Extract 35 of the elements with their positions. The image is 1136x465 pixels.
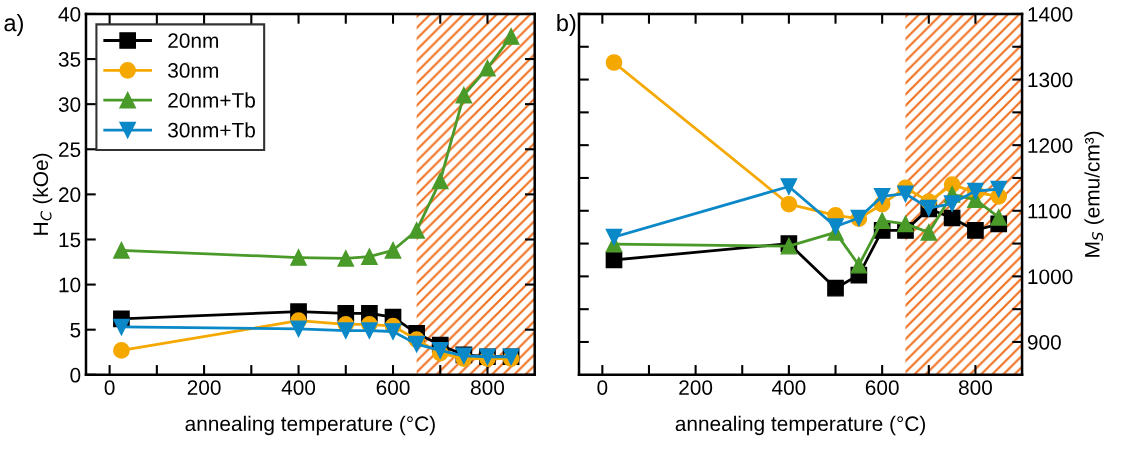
text: a) xyxy=(4,13,23,36)
y2-tick-label: 1100 xyxy=(1028,203,1071,219)
legend-label: 30nm xyxy=(168,63,218,78)
x-tick-label: 600 xyxy=(865,380,899,395)
y2-tick-label: 900 xyxy=(1027,334,1061,350)
y-tick-label: 15 xyxy=(59,232,81,248)
x-tick-label: 400 xyxy=(771,380,806,395)
x-tick-label: 600 xyxy=(376,380,410,395)
y2-tick-label: 1200 xyxy=(1028,138,1073,153)
y-tick-label: 5 xyxy=(70,322,81,338)
y2-tick-label: 1300 xyxy=(1028,72,1073,88)
y-tick-label: 40 xyxy=(58,6,81,22)
y2-tick-label: 1400 xyxy=(1028,6,1073,22)
y2-axis-title: M$_{S}$ (emu/cm³) xyxy=(1084,131,1104,257)
x-axis-title: annealing temperature (°C) xyxy=(185,415,435,436)
x-tick-label: 200 xyxy=(679,380,713,395)
x-tick-label: 0 xyxy=(597,380,608,395)
x-tick-label: 400 xyxy=(281,380,316,395)
x-tick-label: 800 xyxy=(471,380,505,395)
text: b) xyxy=(557,13,576,36)
y-tick-label: 35 xyxy=(58,52,81,67)
y-axis-title: H$_{C}$ (kOe) xyxy=(32,153,53,235)
legend-label: 20nm xyxy=(168,33,218,48)
y-tick-label: 10 xyxy=(59,277,81,293)
x-tick-label: 0 xyxy=(104,380,115,395)
y-tick-label: 25 xyxy=(59,142,81,158)
x-axis-title: annealing temperature (°C) xyxy=(675,415,926,436)
x-tick-label: 800 xyxy=(958,380,992,395)
y-tick-label: 20 xyxy=(59,187,81,203)
legend-label: 20nm+Tb xyxy=(168,92,255,108)
legend-label: 30nm+Tb xyxy=(168,122,255,138)
y-tick-label: 0 xyxy=(70,367,81,383)
x-tick-label: 200 xyxy=(187,380,221,395)
y-tick-label: 30 xyxy=(58,97,81,112)
y2-tick-label: 1000 xyxy=(1028,269,1073,285)
